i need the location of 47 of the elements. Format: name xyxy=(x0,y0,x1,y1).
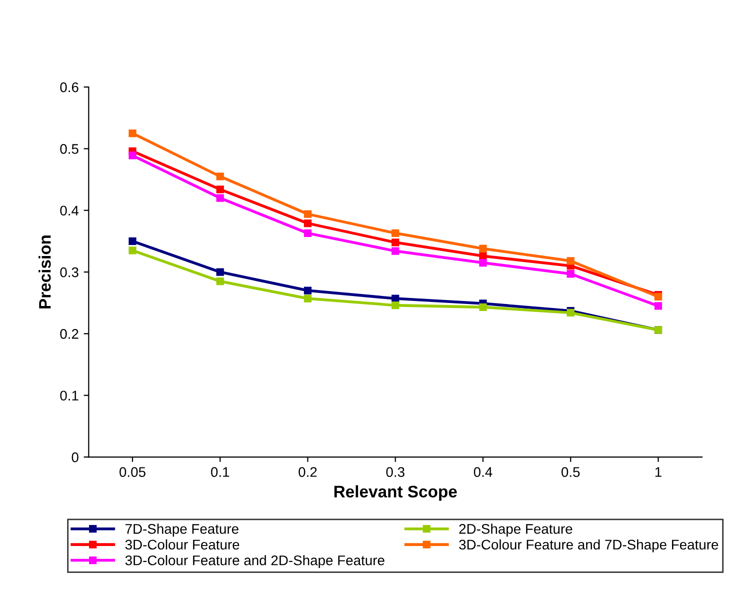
point xyxy=(128,237,136,246)
point xyxy=(654,302,662,310)
point xyxy=(479,258,487,267)
point xyxy=(392,229,400,237)
legend-label: 3D-Colour Feature xyxy=(125,539,240,550)
point xyxy=(216,186,224,194)
point xyxy=(392,294,400,302)
point xyxy=(479,252,487,260)
x-tick-label: 0.5 xyxy=(562,467,580,477)
point xyxy=(128,152,136,160)
point xyxy=(304,294,312,302)
point xyxy=(128,246,136,254)
point xyxy=(479,303,487,311)
y-tick-label: 0.5 xyxy=(60,144,78,154)
y-tick-label: 0.6 xyxy=(60,82,78,92)
point xyxy=(392,238,400,246)
y-tick-label: 0.4 xyxy=(60,206,79,216)
y-tick-label: 0.3 xyxy=(60,267,78,278)
point xyxy=(128,129,136,138)
legend-label: 3D-Colour Feature and 2D-Shape Feature xyxy=(125,555,384,568)
x-tick-label: 1 xyxy=(655,467,662,477)
x-tick-label: 0.1 xyxy=(211,467,230,477)
x-tick-label: 0.2 xyxy=(298,467,317,477)
point xyxy=(304,286,312,294)
y-tick-label: 0.2 xyxy=(60,329,78,339)
point xyxy=(304,219,312,228)
point xyxy=(392,247,400,255)
legend-label: 7D-Shape Feature xyxy=(126,524,238,537)
point xyxy=(304,229,312,237)
point xyxy=(216,172,224,180)
point xyxy=(216,194,224,202)
point xyxy=(304,210,312,218)
y-tick-label: 0.1 xyxy=(60,390,78,401)
point xyxy=(216,268,224,276)
point xyxy=(392,302,400,310)
x-tick-label: 0.4 xyxy=(474,467,492,477)
y-tick-label: 0 xyxy=(72,452,78,462)
point xyxy=(566,270,574,278)
legend-label: 3D-Colour Feature and 7D-Shape Feature xyxy=(459,539,718,552)
x-tick-label: 0.3 xyxy=(386,467,404,477)
x-tick-label: 0.05 xyxy=(120,467,146,477)
legend-label: 2D-Shape Feature xyxy=(459,524,572,537)
y-axis-title: Precision xyxy=(38,236,51,308)
point xyxy=(479,244,487,252)
point xyxy=(216,277,224,286)
x-axis-title: Relevant Scope xyxy=(334,485,457,501)
point xyxy=(566,257,574,265)
